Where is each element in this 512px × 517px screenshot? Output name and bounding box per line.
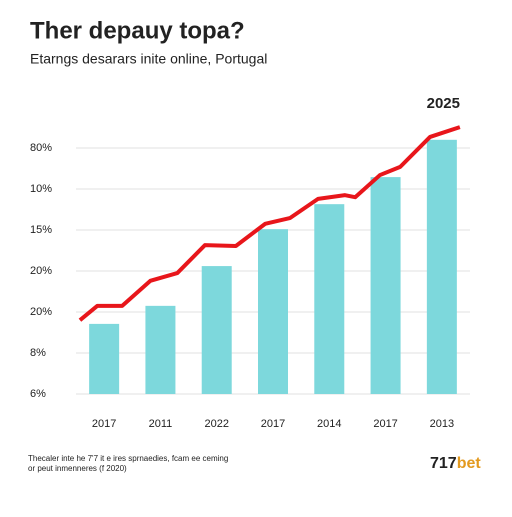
x-tick-label: 2017 <box>373 418 397 430</box>
chart-subtitle: Etarngs desarars inite online, Portugal <box>30 51 267 67</box>
y-tick-label: 20% <box>30 265 52 277</box>
y-tick-label: 10% <box>30 183 52 195</box>
footnote: or peut inmenneres (f 2020) <box>28 464 127 473</box>
x-tick-label: 2014 <box>317 418 341 430</box>
y-tick-label: 20% <box>30 306 52 318</box>
bar <box>314 204 345 394</box>
y-tick-label: 8% <box>30 347 46 359</box>
x-tick-label: 2011 <box>149 418 173 430</box>
annotation: 2025 <box>427 95 460 112</box>
x-tick-label: 2013 <box>430 418 454 430</box>
bar <box>201 266 232 394</box>
x-tick-label: 2017 <box>261 418 285 430</box>
brand-part: 717 <box>430 455 457 472</box>
bar <box>370 177 401 394</box>
y-tick-label: 80% <box>30 142 52 154</box>
bar <box>258 229 288 394</box>
trend-line <box>78 125 461 322</box>
x-tick-label: 2017 <box>92 418 116 430</box>
chart-title: Ther depauy topa? <box>30 17 245 44</box>
footnote: Thecaler inte he 7'7 it e ires sprnaedie… <box>28 454 228 463</box>
y-tick-label: 6% <box>30 388 46 400</box>
brand-part: bet <box>457 455 482 472</box>
brand: 717bet <box>430 455 481 472</box>
x-tick-label: 2022 <box>204 418 228 430</box>
y-tick-label: 15% <box>30 224 52 236</box>
bar <box>426 139 457 394</box>
bar <box>89 323 120 394</box>
bar <box>145 305 176 394</box>
